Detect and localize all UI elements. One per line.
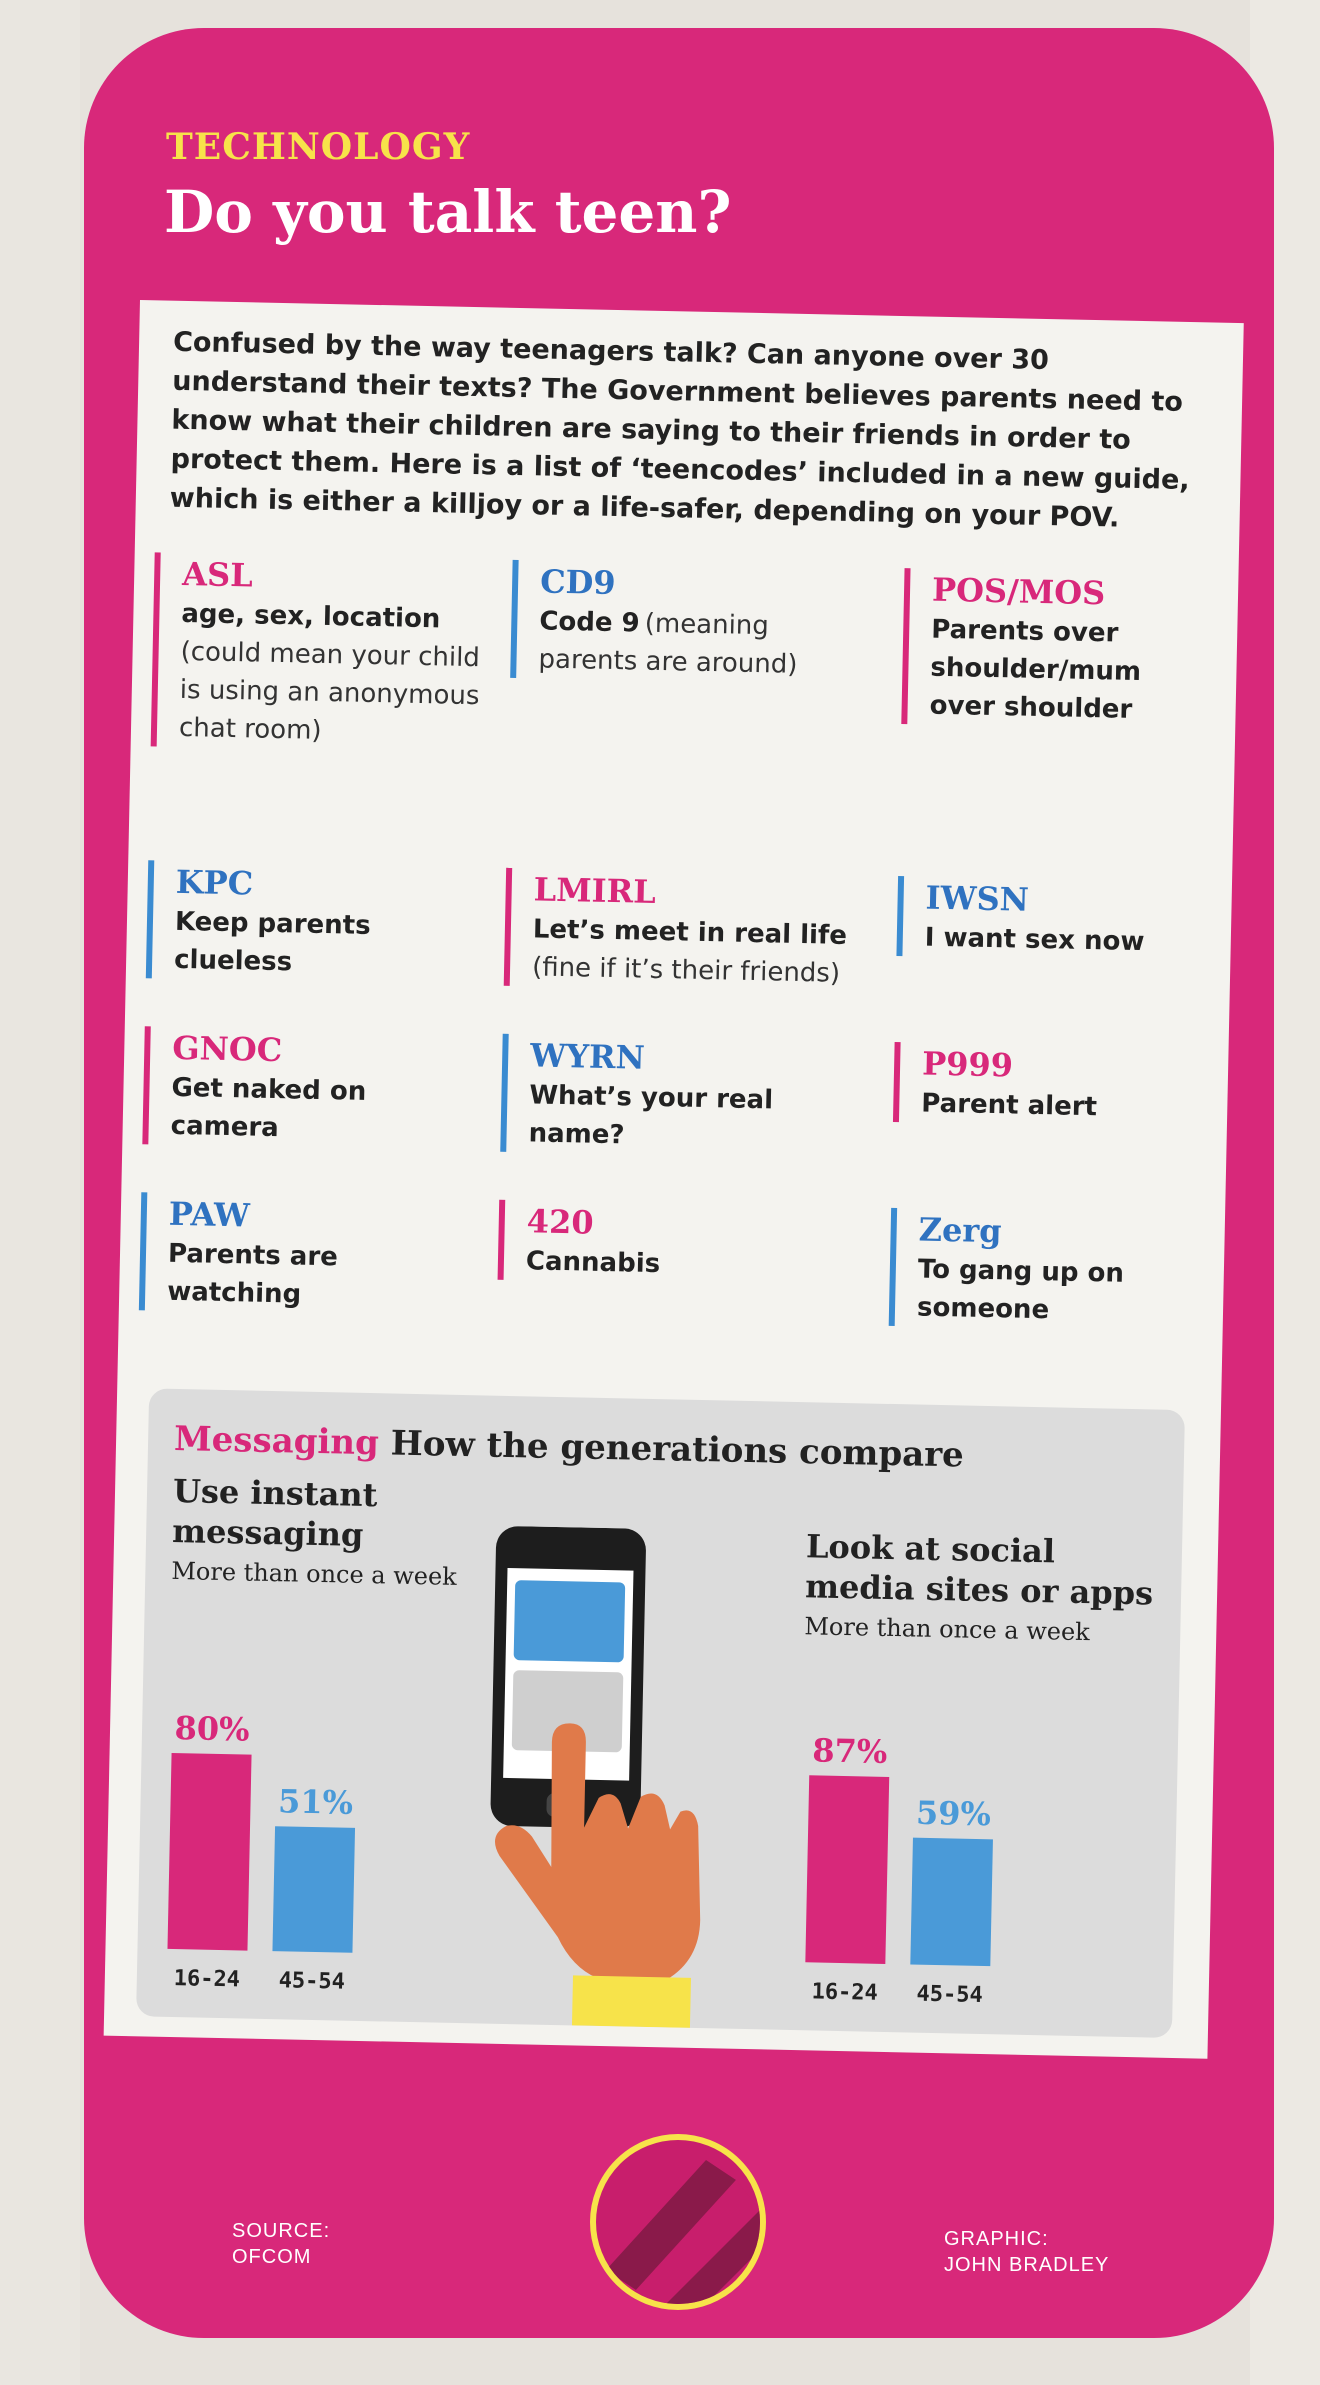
pointing-hand — [494, 1723, 701, 1980]
code-meaning: Parent alert — [921, 1088, 1098, 1123]
code-kpc: KPC Keep parents clueless — [145, 860, 477, 986]
category-label: 45-54 — [916, 1982, 983, 2008]
headline: Do you talk teen? — [164, 178, 732, 246]
graphic-credit: GRAPHIC: JOHN BRADLEY — [944, 2228, 1110, 2276]
code-asl: ASL age, sex, location (could mean your … — [150, 552, 483, 754]
message-bubble-grey — [511, 1670, 624, 1753]
messaging-title: Messaging How the generations compare — [174, 1419, 964, 1476]
category-label: 16-24 — [173, 1966, 240, 1992]
code-term: GNOC — [171, 1028, 283, 1070]
code-term: CD9 — [539, 562, 617, 603]
sleeve-cuff — [571, 1975, 691, 2028]
code-meaning: age, sex, location — [181, 598, 441, 635]
chart-2-subtitle: More than once a week — [804, 1612, 1091, 1647]
category-label: 45-54 — [278, 1968, 345, 1994]
code-term: 420 — [526, 1202, 594, 1242]
code-term: ASL — [181, 554, 254, 595]
value-label: 87% — [812, 1731, 888, 1771]
bar-45-54 — [272, 1826, 356, 1953]
home-button — [590, 2134, 766, 2310]
code-term: LMIRL — [533, 870, 657, 911]
code-term: WYRN — [529, 1036, 646, 1077]
chart-social-media: 87% 16-24 59% 45-54 — [805, 1731, 993, 2008]
value-label: 80% — [174, 1709, 250, 1749]
chart-1-title: Use instant messaging — [171, 1471, 378, 1554]
code-meaning: Code 9 — [539, 606, 640, 639]
code-meaning: I want sex now — [924, 922, 1145, 958]
code-term: P999 — [921, 1044, 1014, 1085]
message-bubble-blue — [513, 1580, 626, 1663]
code-term: IWSN — [925, 878, 1030, 919]
chart-1-subtitle: More than once a week — [171, 1556, 458, 1591]
code-gnoc: GNOC Get naked on camera — [142, 1026, 473, 1152]
code-pos-mos: POS/MOS Parents over shoulder/mum over s… — [901, 568, 1203, 731]
code-meaning: Get naked on camera — [170, 1072, 367, 1144]
code-cd9: CD9 Code 9 (meaning parents are around) — [510, 559, 841, 685]
phone-hand-illustration — [490, 1526, 701, 2028]
code-p999: P999 Parent alert — [892, 1041, 1153, 1128]
code-wyrn: WYRN What’s your real name? — [500, 1033, 831, 1159]
code-meaning: Parents over shoulder/mum over shoulder — [929, 614, 1142, 725]
newspaper-left-margin — [0, 0, 80, 2385]
code-term: POS/MOS — [931, 570, 1106, 613]
value-label: 59% — [916, 1794, 992, 1834]
code-meaning: Cannabis — [525, 1246, 661, 1280]
intro-text: Confused by the way teenagers talk? Can … — [169, 326, 1190, 534]
code-420: 420 Cannabis — [497, 1199, 828, 1287]
code-term: KPC — [175, 862, 254, 903]
code-term: PAW — [168, 1194, 251, 1235]
code-meaning: What’s your real name? — [528, 1080, 774, 1151]
code-meaning: To gang up on someone — [916, 1254, 1125, 1326]
chart-instant-messaging: 80% 16-24 51% 45-54 — [167, 1709, 356, 1995]
bar-45-54 — [910, 1837, 993, 1967]
code-meaning: Parents are watching — [166, 1238, 339, 1310]
bar-16-24 — [167, 1752, 252, 1951]
phone-screen: Confused by the way teenagers talk? Can … — [103, 300, 1244, 2059]
section-kicker: TECHNOLOGY — [166, 126, 471, 168]
code-iwsn: IWSN I want sex now — [896, 876, 1157, 962]
category-label: 16-24 — [811, 1979, 878, 2005]
value-label: 51% — [278, 1782, 354, 1822]
code-zerg: Zerg To gang up on someone — [888, 1207, 1150, 1332]
code-note: (could mean your child is using an anony… — [178, 636, 481, 746]
code-term: Zerg — [918, 1210, 1003, 1251]
source-credit: SOURCE: OFCOM — [232, 2220, 331, 2268]
code-lmirl: LMIRL Let’s meet in real life (fine if i… — [503, 867, 865, 994]
striped-circle-icon — [606, 2160, 760, 2304]
code-note: (fine if it’s their friends) — [531, 952, 841, 989]
code-paw: PAW Parents are watching — [138, 1192, 470, 1318]
messaging-label: Messaging — [173, 1418, 380, 1464]
code-meaning: Keep parents clueless — [173, 906, 371, 978]
messaging-panel: Messaging How the generations compare Us… — [136, 1388, 1185, 2038]
messaging-heading: How the generations compare — [390, 1423, 965, 1476]
bar-16-24 — [805, 1775, 890, 1964]
chart-2-title: Look at social media sites or apps — [804, 1527, 1154, 1613]
